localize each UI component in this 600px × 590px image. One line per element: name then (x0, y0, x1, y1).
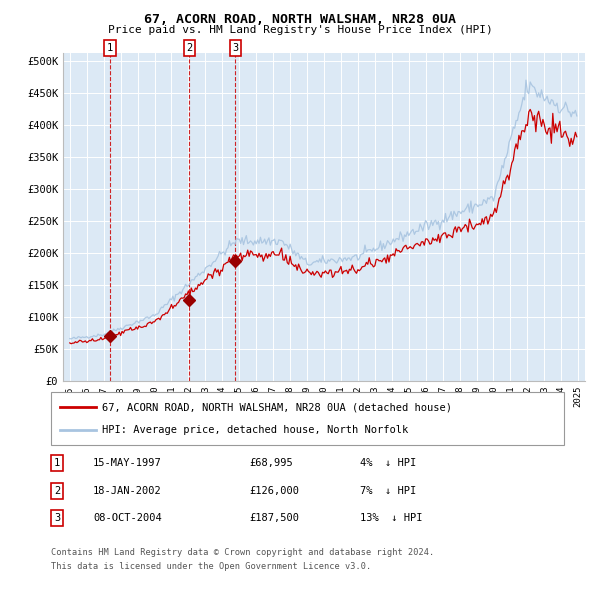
Text: HPI: Average price, detached house, North Norfolk: HPI: Average price, detached house, Nort… (102, 425, 408, 434)
Text: 2: 2 (186, 43, 193, 53)
Text: This data is licensed under the Open Government Licence v3.0.: This data is licensed under the Open Gov… (51, 562, 371, 571)
Text: 13%  ↓ HPI: 13% ↓ HPI (360, 513, 422, 523)
Text: 67, ACORN ROAD, NORTH WALSHAM, NR28 0UA (detached house): 67, ACORN ROAD, NORTH WALSHAM, NR28 0UA … (102, 402, 452, 412)
Text: £68,995: £68,995 (249, 458, 293, 468)
Text: 7%  ↓ HPI: 7% ↓ HPI (360, 486, 416, 496)
Text: 15-MAY-1997: 15-MAY-1997 (93, 458, 162, 468)
Text: 67, ACORN ROAD, NORTH WALSHAM, NR28 0UA: 67, ACORN ROAD, NORTH WALSHAM, NR28 0UA (144, 13, 456, 26)
Text: Contains HM Land Registry data © Crown copyright and database right 2024.: Contains HM Land Registry data © Crown c… (51, 548, 434, 556)
Text: £126,000: £126,000 (249, 486, 299, 496)
Text: 3: 3 (54, 513, 60, 523)
Text: 3: 3 (232, 43, 238, 53)
Text: 4%  ↓ HPI: 4% ↓ HPI (360, 458, 416, 468)
Text: 18-JAN-2002: 18-JAN-2002 (93, 486, 162, 496)
Text: 1: 1 (54, 458, 60, 468)
Text: Price paid vs. HM Land Registry's House Price Index (HPI): Price paid vs. HM Land Registry's House … (107, 25, 493, 35)
Text: 1: 1 (107, 43, 113, 53)
Text: 2: 2 (54, 486, 60, 496)
Text: 08-OCT-2004: 08-OCT-2004 (93, 513, 162, 523)
Text: £187,500: £187,500 (249, 513, 299, 523)
